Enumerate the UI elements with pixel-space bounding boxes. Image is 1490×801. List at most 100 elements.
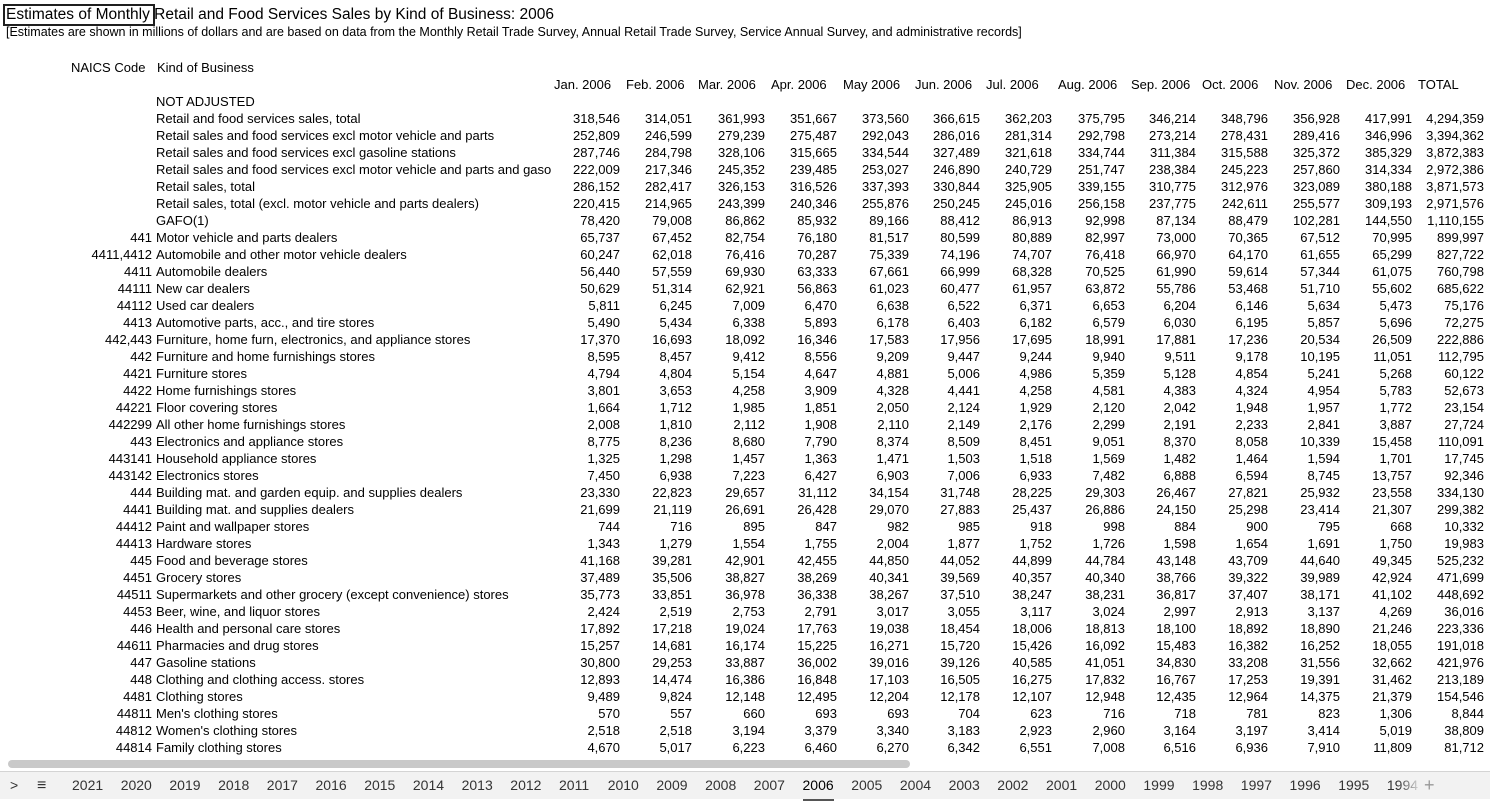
kind-of-business-cell[interactable]: Food and beverage stores (156, 553, 308, 568)
total-value-cell[interactable]: 760,798 (1437, 264, 1484, 279)
monthly-value-cell[interactable]: 5,241 (1307, 366, 1340, 381)
sheet-tab-1999[interactable]: 1999 (1143, 777, 1175, 793)
naics-code-cell[interactable] (40, 212, 154, 229)
monthly-value-cell[interactable]: 6,522 (947, 298, 980, 313)
monthly-value-cell[interactable]: 985 (958, 519, 980, 534)
monthly-value-cell[interactable]: 310,775 (1149, 179, 1196, 194)
monthly-value-cell[interactable]: 85,932 (797, 213, 837, 228)
monthly-value-cell[interactable]: 78,420 (580, 213, 620, 228)
monthly-value-cell[interactable]: 37,407 (1228, 587, 1268, 602)
total-value-cell[interactable]: 1,110,155 (1427, 213, 1484, 228)
naics-code-cell[interactable]: 4451 (123, 570, 152, 585)
total-value-cell[interactable]: 19,983 (1444, 536, 1484, 551)
monthly-value-cell[interactable]: 12,148 (725, 689, 765, 704)
monthly-value-cell[interactable]: 35,506 (652, 570, 692, 585)
sheet-tab-2013[interactable]: 2013 (461, 777, 493, 793)
total-value-cell[interactable]: 10,332 (1444, 519, 1484, 534)
monthly-value-cell[interactable]: 57,344 (1300, 264, 1340, 279)
monthly-value-cell[interactable]: 3,017 (876, 604, 909, 619)
naics-code-cell[interactable]: 44112 (116, 298, 152, 313)
monthly-value-cell[interactable]: 16,382 (1228, 638, 1268, 653)
monthly-value-cell[interactable]: 15,483 (1156, 638, 1196, 653)
monthly-value-cell[interactable]: 337,393 (862, 179, 909, 194)
naics-code-header[interactable]: NAICS Code (71, 60, 146, 75)
monthly-value-cell[interactable]: 1,654 (1235, 536, 1268, 551)
naics-code-cell[interactable]: 445 (130, 553, 152, 568)
monthly-value-cell[interactable]: 3,137 (1307, 604, 1340, 619)
naics-code-cell[interactable]: 4413 (123, 315, 152, 330)
monthly-value-cell[interactable]: 12,948 (1085, 689, 1125, 704)
monthly-value-cell[interactable]: 325,372 (1293, 145, 1340, 160)
monthly-value-cell[interactable]: 25,437 (1012, 502, 1052, 517)
total-value-cell[interactable]: 223,336 (1437, 621, 1484, 636)
monthly-value-cell[interactable]: 238,384 (1149, 162, 1196, 177)
monthly-value-cell[interactable]: 89,166 (869, 213, 909, 228)
sheet-tab-2010[interactable]: 2010 (607, 777, 639, 793)
monthly-value-cell[interactable]: 39,016 (869, 655, 909, 670)
naics-code-cell[interactable] (40, 127, 154, 144)
monthly-value-cell[interactable]: 67,512 (1300, 230, 1340, 245)
monthly-value-cell[interactable]: 3,055 (947, 604, 980, 619)
monthly-value-cell[interactable]: 28,225 (1012, 485, 1052, 500)
monthly-value-cell[interactable]: 716 (1103, 706, 1125, 721)
monthly-value-cell[interactable]: 9,511 (1164, 349, 1196, 364)
sheet-tab-2001[interactable]: 2001 (1046, 777, 1078, 793)
monthly-value-cell[interactable]: 38,269 (797, 570, 837, 585)
monthly-value-cell[interactable]: 375,795 (1078, 111, 1125, 126)
kind-of-business-cell[interactable]: Gasoline stations (156, 655, 256, 670)
horizontal-scrollbar-thumb[interactable] (8, 760, 910, 768)
sheet-tab-2003[interactable]: 2003 (948, 777, 980, 793)
monthly-value-cell[interactable]: 998 (1103, 519, 1125, 534)
monthly-value-cell[interactable]: 1,279 (659, 536, 692, 551)
monthly-value-cell[interactable]: 2,042 (1163, 400, 1196, 415)
monthly-value-cell[interactable]: 286,152 (573, 179, 620, 194)
monthly-value-cell[interactable]: 240,346 (790, 196, 837, 211)
monthly-value-cell[interactable]: 62,018 (652, 247, 692, 262)
monthly-value-cell[interactable]: 18,100 (1156, 621, 1196, 636)
kind-of-business-header[interactable]: Kind of Business (157, 60, 254, 75)
naics-code-cell[interactable]: 443141 (108, 451, 152, 466)
monthly-value-cell[interactable]: 570 (598, 706, 620, 721)
monthly-value-cell[interactable]: 8,374 (876, 434, 909, 449)
monthly-value-cell[interactable]: 334,744 (1078, 145, 1125, 160)
naics-code-cell[interactable]: 44111 (117, 281, 152, 296)
monthly-value-cell[interactable]: 1,518 (1019, 451, 1052, 466)
monthly-value-cell[interactable]: 6,342 (947, 740, 980, 755)
monthly-value-cell[interactable]: 6,223 (732, 740, 765, 755)
monthly-value-cell[interactable]: 245,352 (718, 162, 765, 177)
naics-code-cell[interactable] (40, 178, 154, 195)
monthly-value-cell[interactable]: 3,909 (804, 383, 837, 398)
sheet-tab-2019[interactable]: 2019 (169, 777, 201, 793)
sheet-tab-2005[interactable]: 2005 (851, 777, 883, 793)
monthly-value-cell[interactable]: 1,554 (732, 536, 765, 551)
monthly-value-cell[interactable]: 21,119 (653, 502, 692, 517)
total-value-cell[interactable]: 471,699 (1437, 570, 1484, 585)
naics-code-cell[interactable]: 44413 (115, 536, 152, 551)
monthly-value-cell[interactable]: 39,322 (1228, 570, 1268, 585)
naics-code-cell[interactable]: 443 (130, 434, 152, 449)
total-value-cell[interactable]: 334,130 (1437, 485, 1484, 500)
monthly-value-cell[interactable]: 8,058 (1235, 434, 1268, 449)
monthly-value-cell[interactable]: 27,821 (1228, 485, 1268, 500)
monthly-value-cell[interactable]: 2,913 (1235, 604, 1268, 619)
monthly-value-cell[interactable]: 1,298 (659, 451, 692, 466)
monthly-value-cell[interactable]: 16,386 (725, 672, 765, 687)
monthly-value-cell[interactable]: 6,551 (1019, 740, 1052, 755)
monthly-value-cell[interactable]: 240,729 (1005, 162, 1052, 177)
monthly-value-cell[interactable]: 55,602 (1372, 281, 1412, 296)
monthly-value-cell[interactable]: 4,854 (1235, 366, 1268, 381)
monthly-value-cell[interactable]: 1,503 (947, 451, 980, 466)
month-header[interactable]: Jul. 2006 (986, 77, 1039, 92)
monthly-value-cell[interactable]: 6,427 (804, 468, 837, 483)
monthly-value-cell[interactable]: 56,863 (797, 281, 837, 296)
monthly-value-cell[interactable]: 44,784 (1085, 553, 1125, 568)
total-value-cell[interactable]: 75,176 (1444, 298, 1484, 313)
monthly-value-cell[interactable]: 41,168 (580, 553, 620, 568)
monthly-value-cell[interactable]: 10,339 (1300, 434, 1340, 449)
tab-scroll-right-icon[interactable]: > (10, 777, 19, 793)
total-value-cell[interactable]: 8,844 (1451, 706, 1484, 721)
sheet-tab-1996[interactable]: 1996 (1289, 777, 1321, 793)
monthly-value-cell[interactable]: 1,343 (587, 536, 620, 551)
monthly-value-cell[interactable]: 19,024 (725, 621, 765, 636)
monthly-value-cell[interactable]: 287,746 (573, 145, 620, 160)
